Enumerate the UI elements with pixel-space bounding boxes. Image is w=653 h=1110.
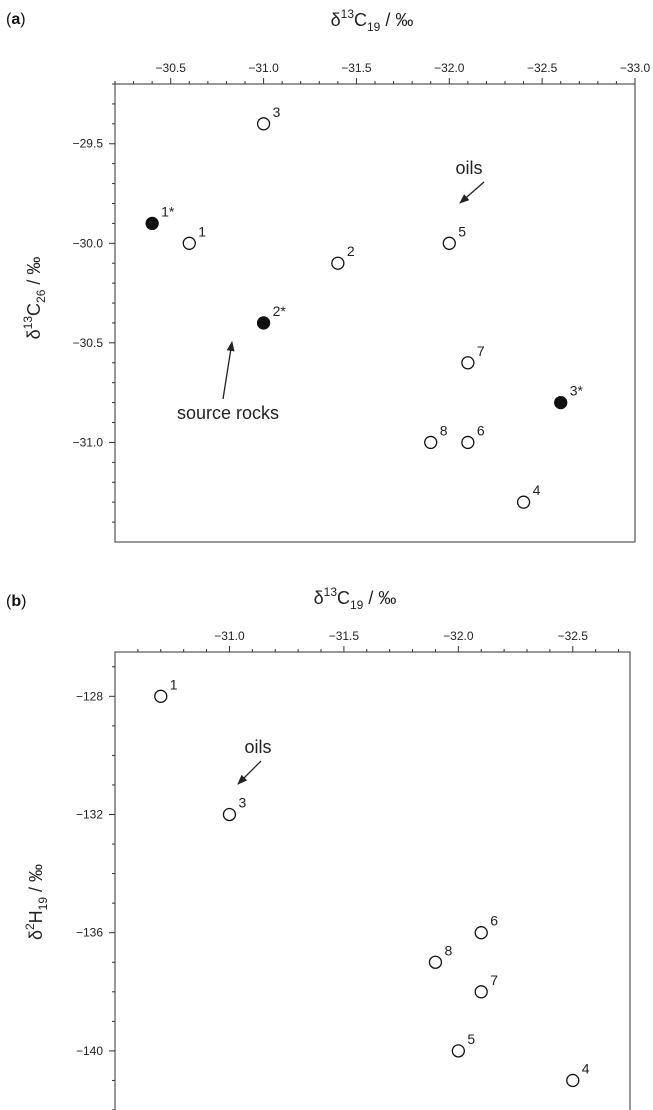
panel-a-oils-arrow [459, 181, 485, 204]
panel-a-point-label: 3 [273, 104, 281, 120]
panel-b-data-point-5 [451, 1044, 465, 1058]
panel-a-source-rocks-arrow [222, 341, 235, 400]
panel-b-point-label: 8 [444, 942, 452, 958]
panel-b-point-label: 5 [467, 1031, 475, 1047]
panel-a-point-label: 2 [347, 243, 355, 259]
panel-b-y-tick-label: −140 [76, 1044, 103, 1058]
panel-a-point-label: 5 [458, 223, 466, 239]
panel-a-point-label: 1* [161, 203, 175, 219]
panel-a-point-label: 3* [570, 383, 584, 399]
panel-b-y-tick-label: −128 [76, 689, 103, 703]
panel-a-y-tick-label: −30.0 [73, 236, 104, 250]
panel-b-x-axis-title: δ13C19 / ‰ [314, 585, 397, 612]
panel-b-point-label: 3 [238, 795, 246, 811]
panel-b-x-tick-label: −32.5 [558, 629, 589, 643]
panel-a-source-rocks-annotation: source rocks [177, 403, 279, 423]
panel-a-data-point-4 [516, 495, 531, 509]
panel-b-point-label: 4 [582, 1060, 590, 1076]
panel-b-data-point-8 [428, 955, 443, 969]
panel-a-x-tick-label: −33.0 [620, 61, 651, 75]
panel-b-ticks: −31.0 −31.5 −32.0 −32.5 −128 −132 −136 −140 [76, 629, 620, 1110]
panel-a-point-label: 7 [477, 343, 485, 359]
panel-a-data-point-1star [145, 216, 159, 231]
panel-b-x-tick-label: −31.5 [329, 629, 360, 643]
panel-a-point-label: 4 [533, 482, 541, 498]
panel-b-data-point-4 [566, 1073, 580, 1088]
panel-b-data-point-3 [222, 807, 237, 822]
panel-a-points: 3 1* 1 2 2* 5 7 3* 8 6 4 [145, 104, 584, 509]
panel-a-y-tick-label: −31.0 [73, 435, 104, 449]
panel-a-x-tick-label: −31.0 [248, 61, 279, 75]
panel-a-y-tick-label: −30.5 [73, 336, 104, 350]
panel-b-y-tick-label: −136 [76, 926, 103, 940]
panel-b-x-tick-label: −32.0 [443, 629, 474, 643]
panel-a-label: (a) [6, 11, 26, 28]
panel-a-x-tick-label: −32.5 [527, 61, 558, 75]
panel-b-data-point-7 [474, 985, 488, 999]
panel-b-data-point-1 [154, 689, 168, 703]
panel-b-label: (b) [6, 593, 26, 610]
panel-b-oils-annotation: oils [244, 737, 271, 757]
panel-a-ticks: −30.5 −31.0 −31.5 −32.0 −32.5 −33.0 −29.5 −30.0… [73, 61, 651, 523]
panel-a-data-point-3star [554, 395, 568, 410]
panel-a-data-point-3 [256, 117, 271, 131]
panel-a-data-point-8 [424, 435, 438, 450]
panel-a-plot-frame [114, 83, 636, 543]
panel-a-y-axis-title: δ13C26 / ‰ [21, 257, 48, 340]
panel-b-oils-arrow [237, 760, 262, 785]
panel-a-x-tick-label: −31.5 [341, 61, 372, 75]
panel-a-data-point-2star [256, 316, 271, 330]
panel-a-data-point-2 [331, 256, 345, 270]
panel-a-y-tick-label: −29.5 [73, 137, 104, 151]
panel-a-point-label: 1 [198, 223, 206, 239]
panel-a-data-point-7 [461, 356, 475, 370]
panel-a-point-label: 6 [477, 422, 485, 438]
panel-a-data-point-5 [442, 236, 456, 250]
panel-b-data-point-6 [474, 926, 488, 940]
panel-a-point-label: 2* [273, 303, 287, 319]
panel-a-x-axis-title: δ13C19 / ‰ [331, 7, 414, 34]
panel-b-y-axis-title: δ2H19 / ‰ [23, 864, 50, 940]
panel-a-x-tick-label: −32.0 [434, 61, 465, 75]
panel-a-x-tick-label: −30.5 [156, 61, 187, 75]
panel-b-point-label: 7 [490, 972, 498, 988]
panel-b: (b) δ13C19 / ‰ δ2H19 / ‰ −31.0 −31.5 −32.0… [6, 585, 631, 1110]
panel-a-point-label: 8 [440, 422, 448, 438]
panel-b-x-tick-label: −31.0 [214, 629, 245, 643]
panel-a-oils-annotation: oils [455, 158, 482, 178]
panel-a-data-point-1 [182, 236, 196, 250]
panel-b-plot-frame [114, 651, 631, 1110]
panel-a-data-point-6 [461, 435, 475, 450]
panel-b-y-tick-label: −132 [76, 808, 103, 822]
panel-b-point-label: 1 [170, 676, 178, 692]
panel-b-point-label: 6 [490, 913, 498, 929]
panel-b-points: 1 3 6 8 7 5 4 [154, 676, 590, 1088]
panel-a: (a) δ13C19 / ‰ δ13C26 / ‰ −30.5 −31.0 −31.… [6, 7, 651, 543]
